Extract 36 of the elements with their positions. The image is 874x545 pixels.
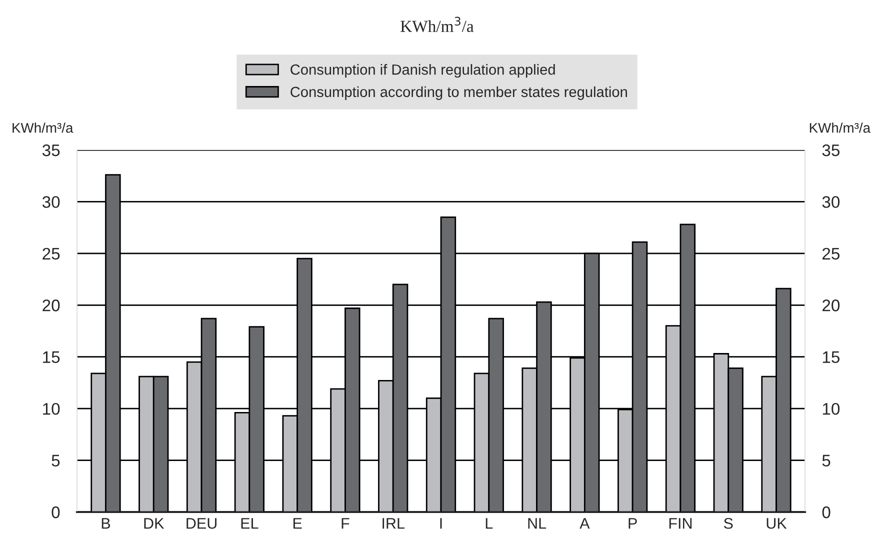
chart-subtitle: KWh/m$^{3}$/a — [400, 16, 474, 32]
y2-tick-label: 30 — [822, 196, 840, 208]
x-tick-label: NL — [528, 518, 546, 529]
x-tick-label: DK — [144, 518, 164, 529]
y2-tick-label: 35 — [822, 144, 840, 156]
y-tick-label: 10 — [43, 402, 60, 415]
x-tick-label: E — [293, 518, 302, 529]
x-tick-label: P — [628, 518, 637, 529]
x-tick-label: FIN — [669, 518, 692, 529]
y2-tick-label: 20 — [822, 300, 840, 312]
x-tick-label: S — [724, 518, 733, 529]
y-tick-label: 5 — [52, 454, 60, 466]
y-tick-label: 0 — [52, 506, 60, 518]
legend-label: Consumption according to member states regulation — [290, 86, 627, 100]
y2-tick-label: 15 — [822, 351, 840, 364]
x-tick-label: L — [486, 518, 493, 529]
y2-tick-label: 0 — [822, 506, 830, 518]
x-tick-label: F — [342, 518, 350, 529]
y-tick-label: 35 — [42, 144, 60, 156]
y2-tick-label: 5 — [822, 454, 830, 466]
x-tick-label: UK — [766, 518, 787, 529]
x-tick-label: B — [102, 518, 110, 529]
x-tick-label: EL — [241, 518, 258, 529]
y-axis-title: KWh/m³/a — [12, 122, 74, 133]
y-tick-label: 25 — [42, 248, 60, 260]
y2-tick-label: 25 — [822, 248, 840, 260]
legend-label: Consumption if Danish regulation applied — [290, 64, 555, 78]
y2-tick-label: 10 — [822, 402, 840, 415]
y-tick-label: 30 — [42, 196, 60, 208]
y-tick-label: 20 — [42, 300, 60, 312]
x-tick-label: DEU — [186, 518, 216, 529]
y2-axis-title: KWh/m³/a — [810, 122, 871, 133]
y-tick-label: 15 — [43, 351, 60, 364]
x-tick-label: IRL — [382, 518, 404, 529]
x-tick-label: A — [580, 518, 590, 529]
x-tick-label: I — [440, 518, 442, 529]
